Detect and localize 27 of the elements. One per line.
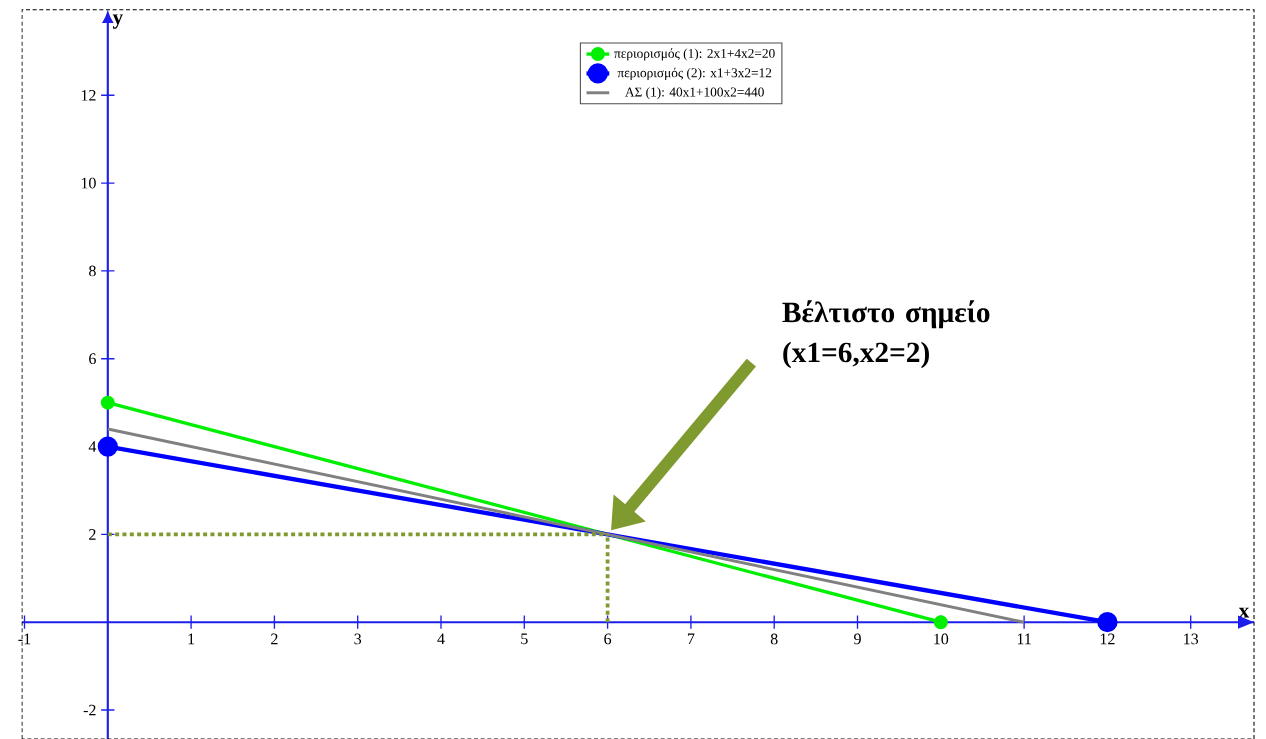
- legend-label: ΑΣ (1): 40x1+100x2=440: [625, 87, 764, 100]
- y-tick-label: 4: [88, 441, 97, 452]
- legend-label: περιορισμός (2): x1+3x2=12: [617, 67, 772, 80]
- y-tick-label: 6: [89, 353, 96, 365]
- legend-label: περιορισμός (1): 2x1+4x2=20: [614, 48, 775, 61]
- annotation: Βέλτιστο σημείο (x1=6,x2=2): [782, 300, 990, 369]
- x-tick-label: 4: [437, 633, 445, 645]
- x-tick-label: 8: [770, 633, 778, 645]
- y-tick-label: 10: [81, 177, 96, 189]
- x-tick-label: 12: [1100, 633, 1115, 645]
- y-tick-label: -2: [83, 704, 96, 716]
- x-tick-label: -1: [18, 633, 31, 645]
- x-tick-label: 2: [271, 633, 278, 645]
- x-tick-label: 9: [854, 633, 861, 645]
- y-tick-label: 8: [89, 265, 96, 277]
- x-tick-label: 7: [687, 633, 695, 645]
- y-tick-label: 2: [89, 529, 96, 540]
- y-axis-title: y: [112, 14, 123, 29]
- x-tick-label: 11: [1017, 633, 1031, 645]
- y-tick-label: 12: [81, 89, 96, 101]
- x-axis-title: x: [1238, 607, 1250, 618]
- x-tick-label: 6: [604, 633, 612, 645]
- x-tick-label: 5: [521, 633, 528, 645]
- x-tick-label: 3: [354, 633, 362, 645]
- x-tick-label: 10: [934, 633, 949, 645]
- x-tick-label: 1: [188, 633, 195, 645]
- x-tick-label: 13: [1184, 633, 1199, 645]
